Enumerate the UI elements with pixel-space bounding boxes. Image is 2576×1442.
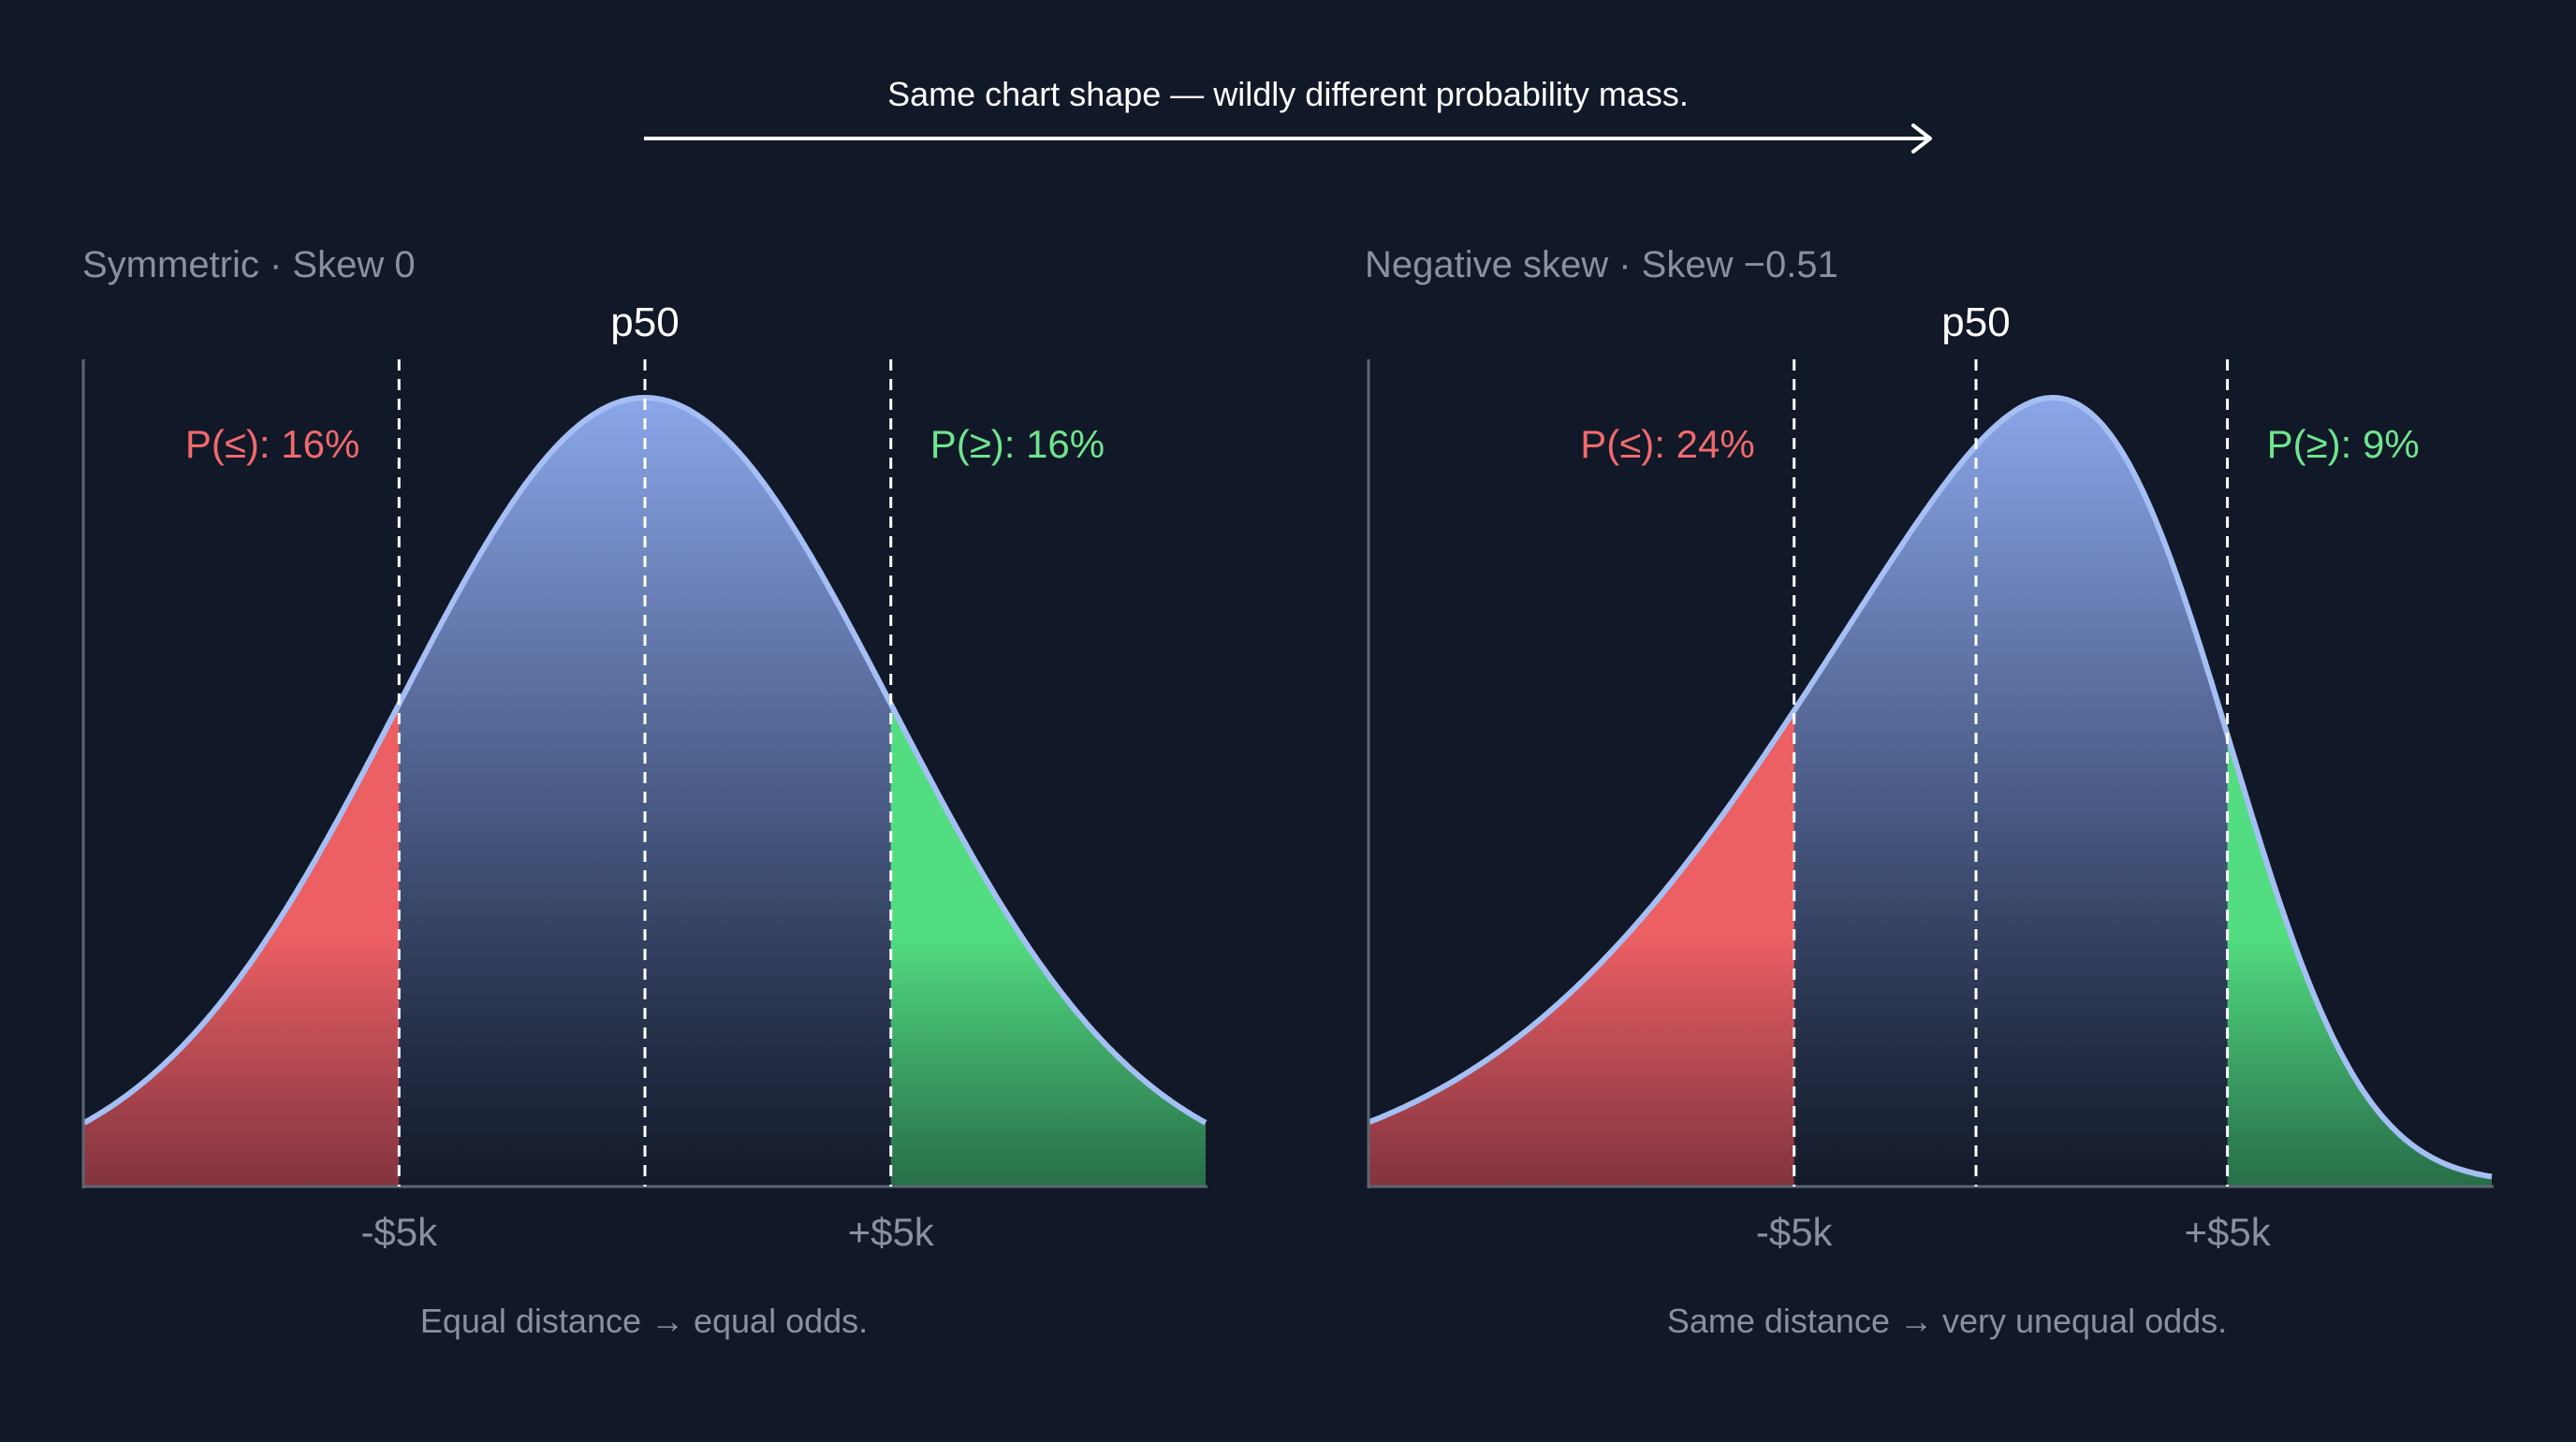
left-tail-area	[1369, 710, 1794, 1187]
right-tail-label: P(≥): 9%	[2267, 422, 2420, 466]
x-tick-label-minus-5k: -$5k	[360, 1210, 438, 1254]
density-curve	[82, 395, 1208, 1126]
x-tick-label-minus-5k: -$5k	[1756, 1210, 1834, 1254]
chart-title: Negative skew · Skew −0.51	[1365, 244, 1838, 285]
left-tail-label: P(≤): 16%	[185, 422, 359, 466]
chart-note: Same distance → very unequal odds.	[1667, 1302, 2227, 1340]
density-curve	[1368, 395, 2493, 1180]
left-tail-area	[84, 704, 400, 1187]
left-tail-label: P(≤): 24%	[1580, 422, 1754, 466]
chart-panel-negative-skew: Negative skew · Skew −0.51 p50 P(≤): 24%…	[1365, 244, 2494, 1340]
arrow-head-icon	[1911, 124, 1932, 153]
median-label: p50	[1941, 299, 2010, 345]
x-tick-label-plus-5k: +$5k	[2184, 1210, 2271, 1254]
header-caption: Same chart shape — wildly different prob…	[887, 75, 1689, 113]
chart-title: Symmetric · Skew 0	[82, 244, 416, 285]
chart-panel-symmetric: Symmetric · Skew 0 p50 P(≤): 16% P(≥): 1…	[81, 244, 1208, 1340]
right-tail-area	[890, 704, 1206, 1187]
chart-note: Equal distance → equal odds.	[420, 1302, 868, 1340]
median-label: p50	[610, 299, 679, 345]
right-tail-label: P(≥): 16%	[930, 422, 1105, 466]
right-tail-area	[2227, 735, 2492, 1187]
x-tick-label-plus-5k: +$5k	[848, 1210, 935, 1254]
